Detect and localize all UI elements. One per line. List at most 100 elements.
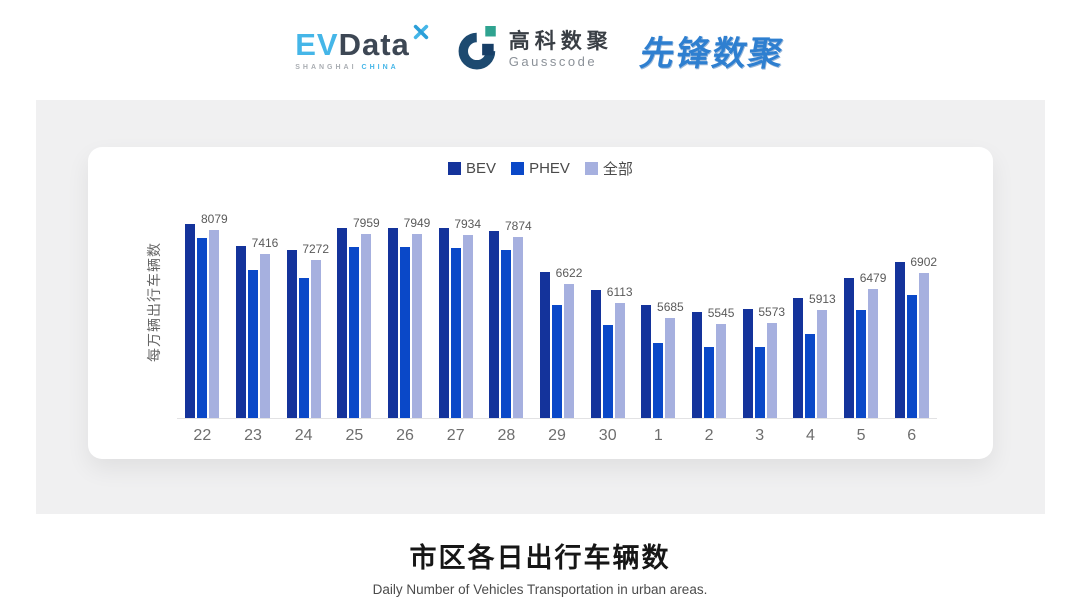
- pioneer-logo: 先锋数聚: [636, 34, 788, 73]
- evdata-x-icon: [412, 23, 430, 45]
- value-label: 7416: [251, 236, 279, 250]
- gausscode-en-text: Gausscode: [508, 54, 598, 70]
- bar-全部: [614, 303, 625, 418]
- bar-group: 6622 29: [532, 215, 583, 444]
- bar-bev: [742, 309, 753, 418]
- evdata-shanghai-text: SHANGHAI: [295, 64, 357, 71]
- bar-group: 5545 2: [684, 215, 735, 444]
- bar-bev: [692, 312, 703, 418]
- value-label: 6479: [859, 271, 887, 285]
- bar-group: 7934 27: [430, 215, 482, 444]
- bar-全部: [462, 235, 473, 418]
- legend-label: 全部: [602, 161, 633, 178]
- chart-subtitle: Daily Number of Vehicles Transportation …: [372, 582, 708, 597]
- x-tick-label: 5: [856, 427, 866, 444]
- bar-全部: [817, 310, 828, 418]
- bar-phev: [298, 278, 309, 418]
- chart-card: BEV PHEV 全部 每万辆出行车辆数 8079 22 7416 23 7272 24 795…: [88, 147, 993, 459]
- x-tick-label: 29: [548, 427, 566, 444]
- legend-item-bev[interactable]: BEV: [448, 160, 496, 177]
- bar-phev: [501, 250, 512, 418]
- bar-phev: [197, 238, 208, 418]
- bar-bev: [793, 298, 804, 418]
- y-axis-title: 每万辆出行车辆数: [146, 242, 162, 362]
- value-label: 7934: [454, 217, 482, 231]
- x-tick-label: 1: [653, 427, 663, 444]
- gray-panel: BEV PHEV 全部 每万辆出行车辆数 8079 22 7416 23 7272 24 795…: [36, 100, 1045, 514]
- legend-item-全部[interactable]: 全部: [584, 158, 633, 179]
- legend-label: BEV: [466, 160, 497, 177]
- bar-phev: [552, 305, 563, 418]
- value-label: 7272: [302, 242, 330, 256]
- bar-bev: [894, 262, 905, 418]
- bar-group: 5573 3: [734, 215, 785, 444]
- bar-group: 5913 4: [785, 215, 836, 444]
- bar-全部: [564, 284, 575, 418]
- x-tick-label: 23: [244, 427, 262, 444]
- legend-swatch-icon: [511, 162, 525, 175]
- bar-bev: [590, 290, 601, 418]
- bar-bev: [286, 250, 297, 418]
- bar-bev: [388, 228, 399, 418]
- legend-item-phev[interactable]: PHEV: [511, 160, 570, 177]
- bar-phev: [602, 325, 613, 418]
- plot-area: 8079 22 7416 23 7272 24 7959 25 7949 26 7934 27 7874…: [177, 212, 938, 444]
- evdata-ev-text: EV: [295, 27, 339, 62]
- bar-group: 5685 1: [633, 215, 684, 444]
- bar-group: 7416 23: [228, 215, 279, 444]
- logo-bar: EV Data SHANGHAI CHINA 高科数聚 Gausscode: [0, 0, 1080, 100]
- evdata-data-text: Data: [338, 27, 410, 62]
- bar-group: 7272 24: [278, 215, 330, 444]
- evdata-subtext: SHANGHAI CHINA: [295, 64, 398, 71]
- bar-全部: [310, 260, 321, 418]
- x-tick-label: 4: [805, 427, 815, 444]
- bar-group: 8079 22: [177, 212, 228, 444]
- bar-全部: [209, 230, 220, 418]
- value-label: 7874: [505, 219, 532, 233]
- x-tick-label: 27: [446, 427, 465, 444]
- x-tick-label: 3: [755, 427, 765, 444]
- bar-group: 6113 30: [582, 215, 633, 444]
- x-tick-label: 30: [598, 427, 617, 444]
- value-label: 6622: [555, 266, 583, 280]
- x-tick-label: 24: [294, 427, 313, 444]
- footer: 市区各日出行车辆数 Daily Number of Vehicles Trans…: [0, 514, 1080, 597]
- bar-bev: [236, 246, 246, 418]
- bar-bev: [540, 272, 551, 418]
- bar-phev: [248, 270, 258, 418]
- bar-group: 7874 28: [481, 215, 532, 444]
- value-label: 5545: [707, 306, 735, 320]
- bar-全部: [918, 273, 929, 418]
- value-label: 6902: [910, 255, 938, 269]
- value-label: 5685: [657, 300, 684, 314]
- chart-legend: BEV PHEV 全部: [88, 158, 993, 179]
- bar-bev: [641, 305, 652, 418]
- bar-全部: [665, 318, 676, 418]
- bar-phev: [400, 247, 411, 418]
- bar-phev: [349, 247, 360, 418]
- gausscode-logo: 高科数聚 Gausscode: [458, 25, 613, 75]
- legend-label: PHEV: [529, 160, 570, 177]
- value-label: 6113: [606, 285, 633, 299]
- bar-phev: [805, 334, 816, 418]
- value-label: 7959: [352, 216, 380, 230]
- bar-全部: [361, 234, 372, 418]
- x-tick-label: 2: [704, 427, 714, 444]
- bar-group: 6479 5: [836, 215, 887, 444]
- legend-swatch-icon: [448, 162, 462, 175]
- value-label: 5913: [809, 292, 836, 306]
- bar-全部: [513, 237, 524, 418]
- bar-全部: [412, 234, 423, 418]
- legend-swatch-icon: [584, 162, 598, 175]
- x-tick-label: 22: [193, 427, 212, 444]
- bar-phev: [450, 248, 461, 418]
- bar-bev: [844, 278, 855, 418]
- bar-全部: [766, 323, 777, 418]
- bar-bev: [337, 228, 348, 418]
- x-tick-label: 25: [345, 427, 364, 444]
- bar-bev: [489, 231, 500, 418]
- bar-group: 6902 6: [886, 215, 938, 444]
- bar-phev: [704, 347, 715, 418]
- x-tick-label: 6: [907, 427, 917, 444]
- bar-phev: [653, 343, 664, 418]
